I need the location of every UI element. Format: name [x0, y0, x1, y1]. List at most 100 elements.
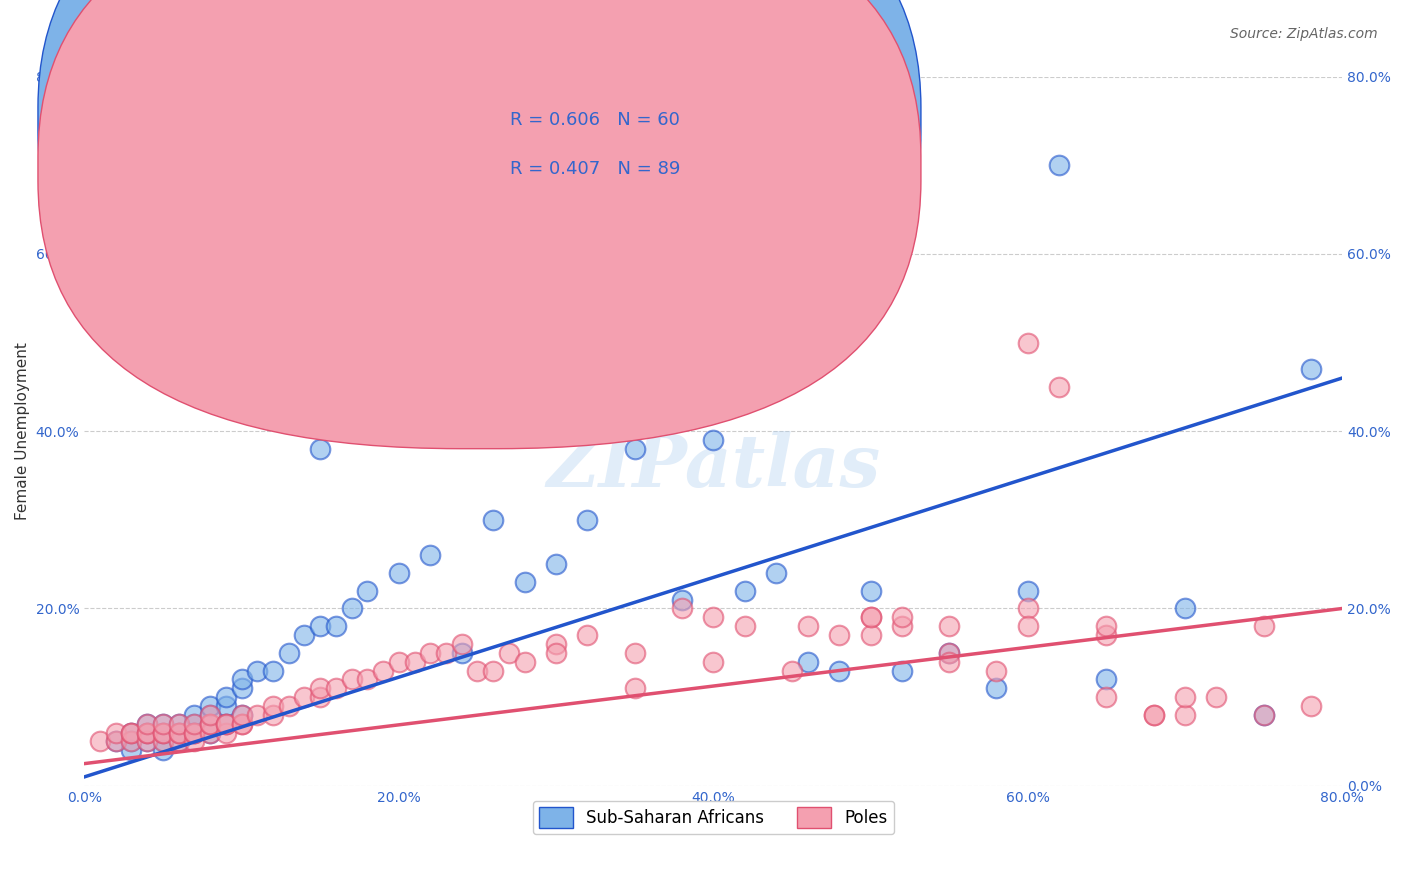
Point [702, 610, 724, 624]
Text: SUBSAHARAN AFRICAN VS POLISH FEMALE UNEMPLOYMENT CORRELATION CHART: SUBSAHARAN AFRICAN VS POLISH FEMALE UNEM… [84, 42, 825, 60]
Point [121, 725, 143, 739]
Point [1095, 673, 1118, 687]
Point [152, 716, 174, 731]
Point [513, 655, 536, 669]
Point [294, 690, 316, 705]
Point [121, 725, 143, 739]
Point [796, 655, 818, 669]
Point [215, 716, 238, 731]
Point [1205, 690, 1227, 705]
Point [859, 628, 882, 642]
Point [1253, 707, 1275, 722]
Point [136, 734, 159, 748]
Point [121, 734, 143, 748]
Point [356, 673, 378, 687]
Point [121, 725, 143, 739]
Point [891, 619, 914, 633]
Point [104, 734, 127, 748]
Point [388, 566, 411, 580]
Point [623, 681, 645, 696]
Point [592, 291, 614, 305]
Point [215, 716, 238, 731]
Point [262, 698, 284, 713]
Point [152, 725, 174, 739]
Point [262, 707, 284, 722]
Point [1142, 707, 1164, 722]
Point [404, 655, 426, 669]
Point [576, 513, 599, 527]
Point [1253, 707, 1275, 722]
Point [152, 734, 174, 748]
Point [277, 698, 299, 713]
Point [702, 433, 724, 447]
Point [388, 655, 411, 669]
Point [1017, 601, 1039, 615]
Point [544, 646, 567, 660]
Point [765, 335, 787, 350]
Text: Source: ZipAtlas.com: Source: ZipAtlas.com [1230, 27, 1378, 41]
Text: ZIPatlas: ZIPatlas [546, 431, 880, 502]
Point [340, 673, 363, 687]
Point [136, 716, 159, 731]
Y-axis label: Female Unemployment: Female Unemployment [15, 343, 30, 520]
Point [183, 707, 205, 722]
Point [231, 707, 253, 722]
Point [1017, 335, 1039, 350]
Point [198, 707, 221, 722]
Point [467, 664, 489, 678]
Point [167, 725, 190, 739]
Point [544, 557, 567, 571]
Point [702, 655, 724, 669]
Point [1047, 158, 1070, 172]
Point [309, 690, 332, 705]
Point [340, 601, 363, 615]
Point [450, 646, 472, 660]
Point [1142, 707, 1164, 722]
Point [183, 734, 205, 748]
Legend: Sub-Saharan Africans, Poles: Sub-Saharan Africans, Poles [533, 800, 894, 834]
Point [198, 707, 221, 722]
Text: R = 0.407   N = 89: R = 0.407 N = 89 [510, 160, 681, 178]
Point [671, 601, 693, 615]
Point [262, 664, 284, 678]
Point [419, 646, 441, 660]
Point [859, 610, 882, 624]
Point [121, 743, 143, 757]
Point [1017, 619, 1039, 633]
Point [309, 681, 332, 696]
Point [152, 725, 174, 739]
Point [859, 610, 882, 624]
Point [104, 725, 127, 739]
Point [167, 716, 190, 731]
Point [183, 725, 205, 739]
Point [1095, 619, 1118, 633]
Point [828, 664, 851, 678]
Point [986, 664, 1008, 678]
Point [215, 725, 238, 739]
Point [450, 637, 472, 651]
Point [246, 664, 269, 678]
Point [89, 734, 111, 748]
Point [623, 646, 645, 660]
Point [183, 725, 205, 739]
Point [1174, 707, 1197, 722]
Point [482, 513, 505, 527]
Point [136, 725, 159, 739]
Point [277, 646, 299, 660]
Point [136, 734, 159, 748]
Point [325, 619, 347, 633]
Point [938, 655, 960, 669]
Point [198, 698, 221, 713]
Point [121, 734, 143, 748]
Point [215, 698, 238, 713]
Point [167, 734, 190, 748]
Point [198, 716, 221, 731]
Point [183, 725, 205, 739]
Point [183, 716, 205, 731]
Point [1095, 628, 1118, 642]
Point [167, 734, 190, 748]
Point [198, 725, 221, 739]
Point [623, 442, 645, 456]
Point [1299, 698, 1322, 713]
Point [434, 646, 457, 660]
